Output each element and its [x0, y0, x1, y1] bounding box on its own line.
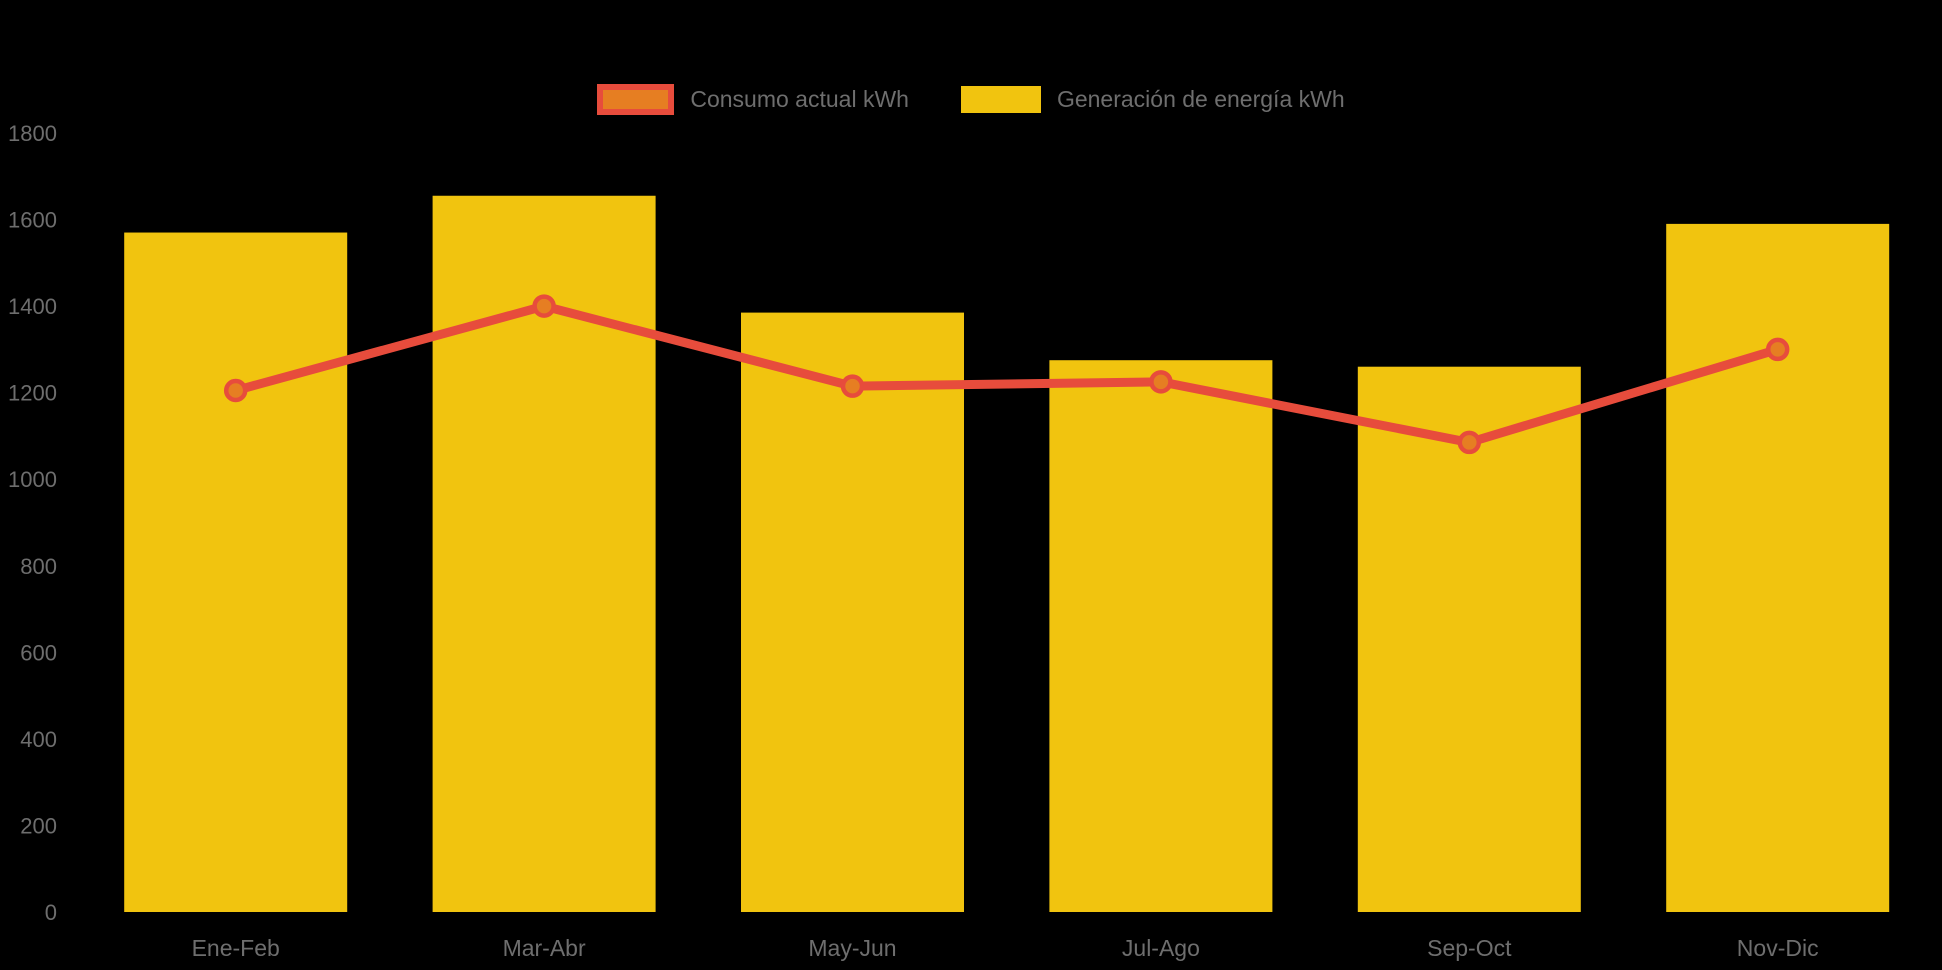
- y-axis-tick-label: 1600: [8, 208, 57, 233]
- y-axis-tick-label: 1000: [8, 467, 57, 492]
- y-axis-tick-label: 1800: [8, 121, 57, 146]
- y-axis-tick-label: 800: [20, 554, 57, 579]
- legend-label-generacion: Generación de energía kWh: [1056, 86, 1345, 112]
- x-axis-category-label: Jul-Ago: [1122, 935, 1200, 961]
- y-axis-tick-label: 1400: [8, 294, 57, 319]
- x-axis-category-label: May-Jun: [808, 935, 896, 961]
- x-axis-category-label: Ene-Feb: [192, 935, 280, 961]
- y-axis-tick-label: 200: [20, 813, 57, 838]
- consumo-line: [231, 301, 1783, 447]
- line-point-ene-feb[interactable]: [223, 378, 248, 403]
- bar-may-jun[interactable]: [741, 312, 964, 912]
- legend-swatch-line-icon: [597, 84, 675, 115]
- bar-jul-ago[interactable]: [1049, 360, 1273, 912]
- bar-sep-oct[interactable]: [1357, 366, 1581, 912]
- line-point-nov-dic[interactable]: [1765, 337, 1790, 362]
- x-axis-category-label: Sep-Oct: [1427, 935, 1512, 961]
- x-axis-category-label: Mar-Abr: [503, 935, 586, 961]
- line-point-may-jun[interactable]: [840, 374, 865, 398]
- y-axis-tick-label: 1200: [8, 381, 57, 406]
- legend-label-consumo: Consumo actual kWh: [690, 86, 909, 112]
- legend-item-consumo[interactable]: Consumo actual kWh: [597, 84, 909, 115]
- legend: Consumo actual kWh Generación de energía…: [0, 84, 1942, 115]
- legend-swatch-bar-icon: [960, 86, 1041, 113]
- line-point-sep-oct[interactable]: [1457, 430, 1482, 455]
- x-axis-category-label: Nov-Dic: [1737, 935, 1819, 961]
- line-point-jul-ago[interactable]: [1149, 370, 1173, 394]
- line-point-mar-abr[interactable]: [532, 294, 556, 318]
- bar-ene-feb[interactable]: [124, 232, 348, 913]
- bar-nov-dic[interactable]: [1666, 223, 1890, 913]
- y-axis-tick-label: 400: [20, 727, 57, 752]
- legend-item-generacion[interactable]: Generación de energía kWh: [960, 86, 1345, 113]
- y-axis-tick-label: 600: [20, 640, 57, 665]
- y-axis-tick-label: 0: [45, 900, 57, 925]
